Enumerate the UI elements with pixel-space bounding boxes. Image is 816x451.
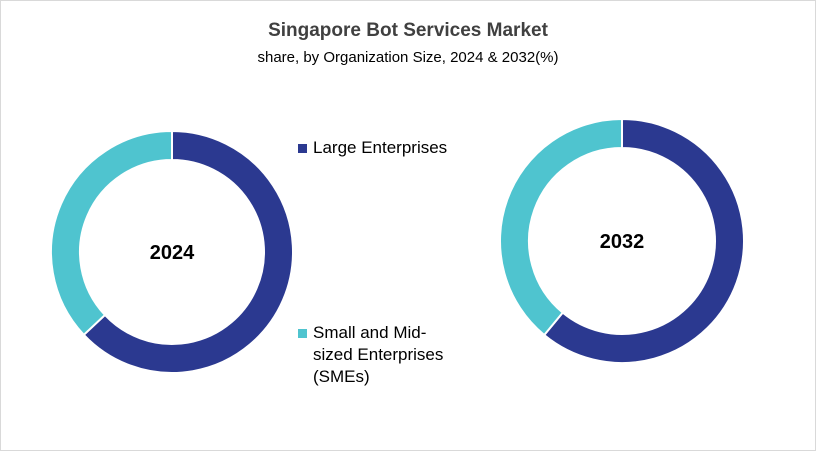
chart-subtitle: share, by Organization Size, 2024 & 2032… — [257, 49, 559, 66]
legend-smes-line2: sized Enterprises — [313, 345, 444, 364]
donut-slice-2032-large-enterprises — [542, 117, 745, 364]
legend-smes-line3: (SMEs) — [313, 367, 370, 386]
chart-title: Singapore Bot Services Market — [268, 20, 548, 41]
legend-swatch-smes — [298, 329, 307, 338]
donut-slice-2024-smes — [50, 129, 173, 337]
legend-swatch-large — [298, 144, 307, 153]
donut-center-label-2032: 2032 — [600, 231, 645, 253]
legend-smes-line1: Small and Mid- — [313, 323, 427, 342]
donut-slice-2024-large-enterprises — [82, 129, 294, 374]
donut-center-label-2024: 2024 — [150, 242, 195, 264]
legend-label-large: Large Enterprises — [313, 138, 448, 157]
legend-label-smes: Small and Mid- sized Enterprises (SMEs) — [313, 322, 443, 388]
donut-slice-2032-smes — [499, 117, 623, 337]
